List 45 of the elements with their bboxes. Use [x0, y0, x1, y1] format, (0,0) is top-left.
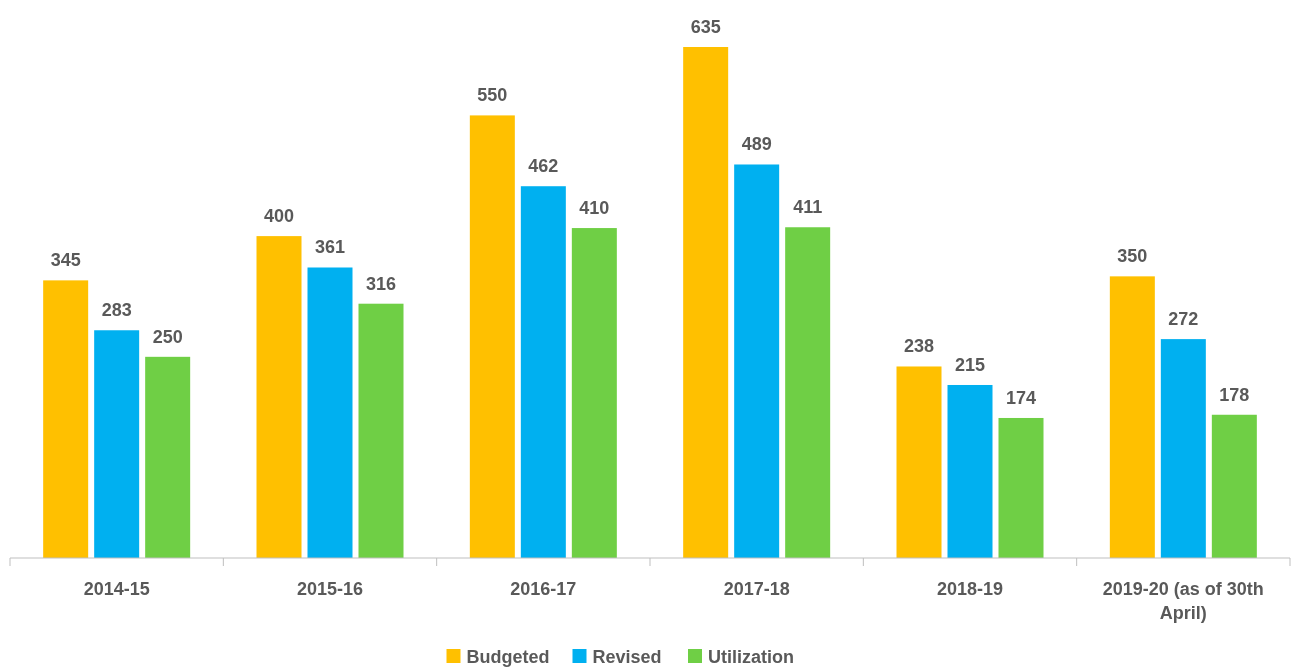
- bar: [145, 356, 191, 558]
- data-label: 283: [101, 300, 132, 321]
- data-label: 410: [579, 198, 610, 219]
- data-label: 350: [1117, 246, 1148, 267]
- bar: [785, 227, 831, 558]
- data-label: 550: [477, 85, 508, 106]
- data-label: 635: [690, 17, 721, 37]
- bar: [358, 303, 404, 558]
- x-tick-label: 2017-18: [723, 579, 790, 599]
- bar: [1211, 414, 1257, 558]
- data-label: 174: [1005, 387, 1037, 408]
- data-label: 345: [50, 250, 81, 271]
- bar: [1109, 276, 1155, 558]
- data-label: 250: [152, 326, 183, 347]
- bar: [256, 236, 302, 558]
- bar: [734, 164, 780, 558]
- bar: [469, 115, 515, 558]
- data-label: 411: [793, 197, 823, 218]
- bar: [43, 280, 89, 558]
- x-tick-label: 2014-15: [83, 579, 150, 599]
- data-label: 272: [1168, 309, 1199, 330]
- legend-label: Budgeted: [466, 647, 550, 667]
- data-label: 361: [314, 237, 346, 258]
- x-tick-label: 2019-20 (as of 30th April): [1102, 579, 1264, 623]
- data-label: 489: [741, 134, 772, 155]
- bar: [1160, 339, 1206, 558]
- bar: [947, 384, 993, 558]
- data-label: 178: [1219, 384, 1250, 405]
- bar: [307, 267, 353, 558]
- legend-label: Utilization: [708, 647, 794, 667]
- bar: [520, 186, 566, 558]
- legend-label: Revised: [592, 647, 662, 667]
- bar: [571, 228, 617, 558]
- bar: [998, 417, 1044, 558]
- data-label: 316: [365, 273, 397, 294]
- bar: [683, 47, 729, 558]
- x-tick-label: 2015-16: [296, 579, 364, 599]
- x-tick-label: 2016-17: [510, 579, 577, 599]
- bar: [896, 366, 942, 558]
- x-tick-label: 2018-19: [936, 579, 1004, 599]
- data-label: 400: [263, 206, 295, 227]
- data-label: 215: [954, 354, 986, 375]
- data-label: 238: [903, 336, 935, 357]
- bar: [94, 330, 140, 558]
- data-label: 462: [528, 156, 559, 177]
